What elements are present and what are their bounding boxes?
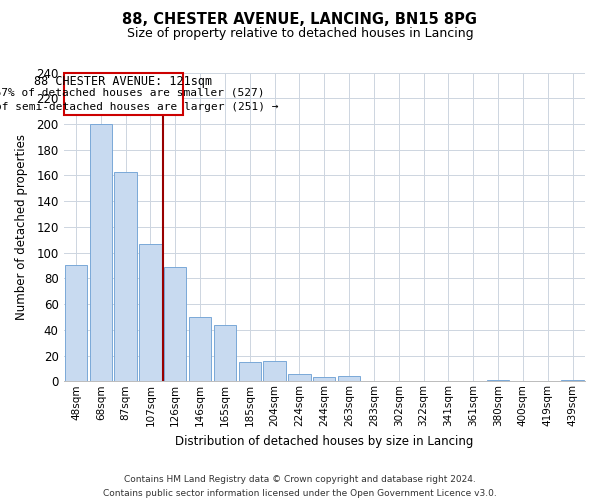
Bar (288, 374, 311, 382)
Bar (139, 244, 161, 382)
Y-axis label: Number of detached properties: Number of detached properties (15, 134, 28, 320)
Bar (263, 360, 286, 382)
Text: Size of property relative to detached houses in Lancing: Size of property relative to detached ho… (127, 28, 473, 40)
Text: 32% of semi-detached houses are larger (251) →: 32% of semi-detached houses are larger (… (0, 102, 278, 112)
Bar (189, 317, 211, 382)
Bar (562, 380, 584, 382)
Bar (239, 362, 261, 382)
Bar (487, 380, 509, 382)
X-axis label: Distribution of detached houses by size in Lancing: Distribution of detached houses by size … (175, 434, 473, 448)
Text: 88 CHESTER AVENUE: 121sqm: 88 CHESTER AVENUE: 121sqm (34, 75, 212, 88)
Text: 88, CHESTER AVENUE, LANCING, BN15 8PG: 88, CHESTER AVENUE, LANCING, BN15 8PG (122, 12, 478, 28)
Bar (214, 324, 236, 382)
FancyBboxPatch shape (64, 72, 183, 115)
Bar (115, 172, 137, 382)
Text: Contains HM Land Registry data © Crown copyright and database right 2024.
Contai: Contains HM Land Registry data © Crown c… (103, 476, 497, 498)
Bar (89, 124, 112, 382)
Bar (313, 378, 335, 382)
Text: ← 67% of detached houses are smaller (527): ← 67% of detached houses are smaller (52… (0, 88, 265, 98)
Bar (164, 267, 187, 382)
Bar (65, 266, 87, 382)
Bar (338, 376, 360, 382)
